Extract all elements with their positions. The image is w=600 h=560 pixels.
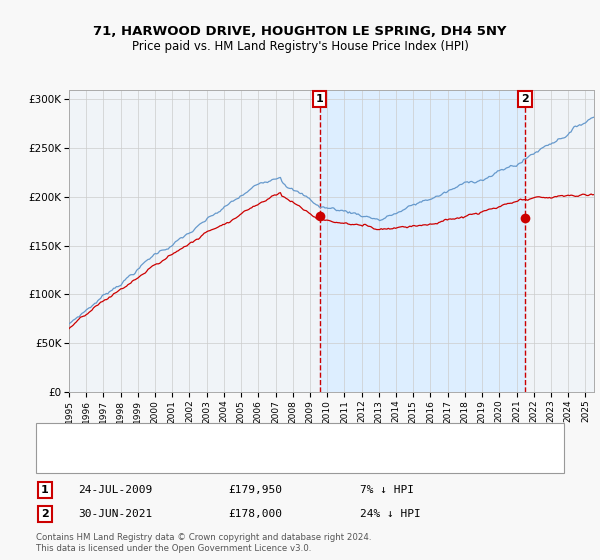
Text: Contains HM Land Registry data © Crown copyright and database right 2024.
This d: Contains HM Land Registry data © Crown c…	[36, 533, 371, 553]
Text: 2: 2	[41, 509, 49, 519]
Text: HPI: Average price, detached house, Sunderland: HPI: Average price, detached house, Sund…	[90, 455, 343, 465]
Text: 1: 1	[41, 485, 49, 495]
Text: ─────: ─────	[51, 431, 85, 441]
Text: 2: 2	[521, 94, 529, 104]
Text: Price paid vs. HM Land Registry's House Price Index (HPI): Price paid vs. HM Land Registry's House …	[131, 40, 469, 53]
Text: 71, HARWOOD DRIVE, HOUGHTON LE SPRING, DH4 5NY (detached house): 71, HARWOOD DRIVE, HOUGHTON LE SPRING, D…	[90, 431, 475, 441]
Text: 1: 1	[316, 94, 323, 104]
Text: 24-JUL-2009: 24-JUL-2009	[78, 485, 152, 495]
Bar	[320, 90, 525, 392]
Text: £178,000: £178,000	[228, 509, 282, 519]
Text: ─────: ─────	[51, 455, 85, 465]
Text: 24% ↓ HPI: 24% ↓ HPI	[360, 509, 421, 519]
Text: £179,950: £179,950	[228, 485, 282, 495]
Text: 7% ↓ HPI: 7% ↓ HPI	[360, 485, 414, 495]
Text: 30-JUN-2021: 30-JUN-2021	[78, 509, 152, 519]
Text: 71, HARWOOD DRIVE, HOUGHTON LE SPRING, DH4 5NY: 71, HARWOOD DRIVE, HOUGHTON LE SPRING, D…	[93, 25, 507, 38]
